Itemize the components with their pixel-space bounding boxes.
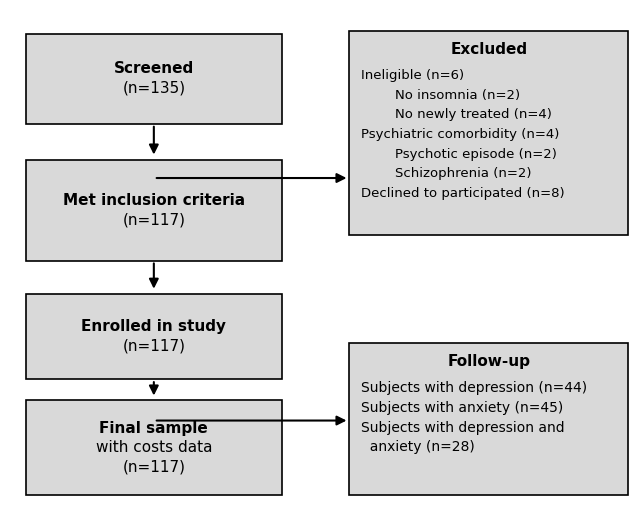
Text: Declined to participated (n=8): Declined to participated (n=8) (361, 187, 565, 200)
Text: Schizophrenia (n=2): Schizophrenia (n=2) (361, 167, 531, 180)
Text: No insomnia (n=2): No insomnia (n=2) (361, 89, 520, 102)
Text: Psychotic episode (n=2): Psychotic episode (n=2) (361, 148, 557, 160)
Bar (349, 31, 628, 235)
Text: Subjects with anxiety (n=45): Subjects with anxiety (n=45) (361, 401, 563, 415)
Text: Final sample: Final sample (99, 421, 208, 436)
Text: No newly treated (n=4): No newly treated (n=4) (361, 108, 552, 121)
Text: Screened: Screened (113, 61, 194, 76)
Text: Excluded: Excluded (450, 42, 528, 57)
Bar (26, 294, 282, 379)
Text: with costs data: with costs data (96, 440, 212, 455)
Text: Subjects with depression (n=44): Subjects with depression (n=44) (361, 381, 587, 395)
Text: (n=117): (n=117) (122, 339, 185, 354)
Bar (26, 34, 282, 124)
Text: Met inclusion criteria: Met inclusion criteria (63, 193, 245, 208)
Text: (n=117): (n=117) (122, 213, 185, 228)
Text: Enrolled in study: Enrolled in study (81, 319, 226, 334)
Text: Follow-up: Follow-up (447, 354, 530, 369)
Text: anxiety (n=28): anxiety (n=28) (361, 440, 474, 454)
Bar (349, 343, 628, 495)
Text: Subjects with depression and: Subjects with depression and (361, 421, 565, 434)
Text: Psychiatric comorbidity (n=4): Psychiatric comorbidity (n=4) (361, 128, 559, 141)
Bar (26, 160, 282, 261)
Text: (n=117): (n=117) (122, 460, 185, 475)
Bar (26, 400, 282, 495)
Text: Ineligible (n=6): Ineligible (n=6) (361, 69, 464, 82)
Text: (n=135): (n=135) (122, 81, 185, 96)
